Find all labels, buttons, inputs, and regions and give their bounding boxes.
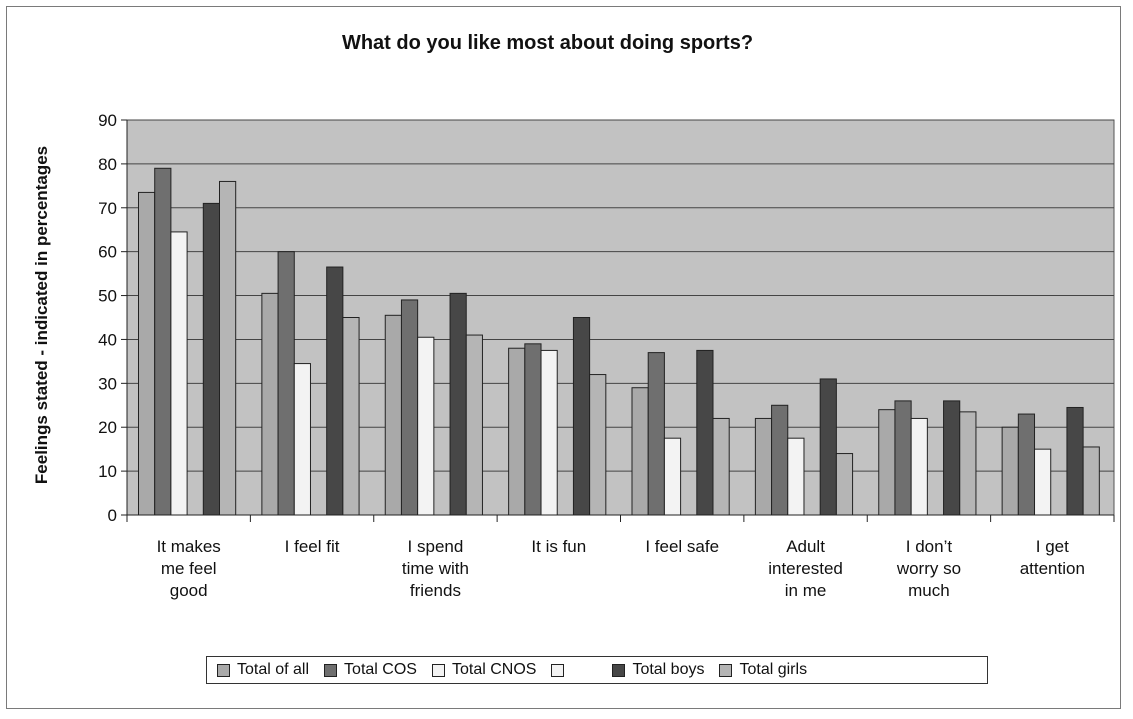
bar — [696, 349, 714, 516]
bar — [663, 437, 682, 516]
bar — [959, 411, 977, 516]
legend-item: Total girls — [719, 661, 807, 679]
chart-title: What do you like most about doing sports… — [341, 32, 754, 54]
bar — [326, 266, 344, 516]
legend-label: Total girls — [739, 661, 808, 678]
legend-item — [551, 663, 597, 677]
bar — [384, 314, 402, 516]
y-tick-label: 30 — [98, 374, 117, 393]
legend-swatch — [719, 663, 733, 677]
bar — [1017, 413, 1036, 516]
y-tick-label: 90 — [98, 111, 117, 130]
legend-item: Total CNOS — [431, 661, 537, 679]
legend-item: Total COS — [324, 661, 417, 679]
bar — [202, 202, 221, 516]
y-tick-label: 40 — [98, 330, 117, 349]
bar — [261, 292, 279, 516]
x-tick-label: I spend time with friends — [402, 537, 469, 600]
bar — [540, 349, 558, 516]
bar — [771, 404, 789, 516]
legend: Total of all Total COS Total CNOS Total boy… — [206, 656, 988, 684]
bar — [138, 191, 156, 516]
bar — [342, 317, 360, 516]
bar — [1082, 446, 1100, 516]
legend-swatch — [217, 663, 230, 677]
legend-swatch — [551, 663, 565, 677]
bar — [1066, 406, 1084, 516]
bar — [508, 347, 526, 516]
bar — [293, 363, 311, 516]
x-tick-label: I feel fit — [285, 537, 340, 556]
bar — [1034, 448, 1052, 516]
legend-label: Total boys — [632, 661, 705, 678]
x-tick-label: I don’t worry so much — [896, 537, 961, 600]
bar — [712, 417, 730, 516]
legend-label: Total of all — [237, 661, 310, 678]
bar — [910, 417, 928, 516]
legend-swatch — [431, 663, 445, 677]
bar — [277, 251, 295, 516]
bar — [449, 292, 467, 516]
bar — [878, 409, 896, 516]
y-tick-label: 60 — [98, 243, 117, 262]
bar — [524, 343, 542, 516]
x-tick-label: It is fun — [531, 537, 586, 556]
bar — [154, 167, 172, 516]
legend-label: Total COS — [344, 661, 417, 678]
y-tick-label: 50 — [98, 287, 117, 306]
bar — [572, 317, 591, 516]
x-tick-label: Adult interested in me — [768, 537, 843, 600]
x-tick-label: I feel safe — [645, 537, 719, 556]
bar — [631, 387, 649, 516]
bar — [400, 299, 419, 516]
bar — [170, 231, 188, 516]
bar — [417, 336, 435, 516]
bar — [589, 374, 607, 516]
bar — [465, 334, 483, 516]
legend-item: Total boys — [612, 661, 704, 679]
bar — [1001, 426, 1019, 516]
y-tick-label: 0 — [108, 506, 117, 525]
bar — [943, 400, 961, 516]
y-tick-label: 80 — [98, 155, 117, 174]
legend-label: Total CNOS — [451, 661, 537, 678]
y-tick-label: 70 — [98, 199, 117, 218]
bar — [647, 352, 665, 516]
bar — [835, 453, 854, 516]
bar — [219, 180, 237, 516]
legend-swatch — [612, 663, 626, 677]
x-tick-label: I get attention — [1020, 537, 1085, 578]
bar — [787, 437, 805, 516]
y-tick-label: 10 — [98, 462, 117, 481]
bar — [819, 378, 837, 516]
x-tick-label: It makes me feel good — [157, 537, 221, 600]
bar — [754, 417, 773, 516]
legend-item: Total of all — [217, 661, 309, 679]
bar — [894, 400, 912, 516]
y-tick-label: 20 — [98, 418, 117, 437]
legend-swatch — [324, 663, 338, 677]
